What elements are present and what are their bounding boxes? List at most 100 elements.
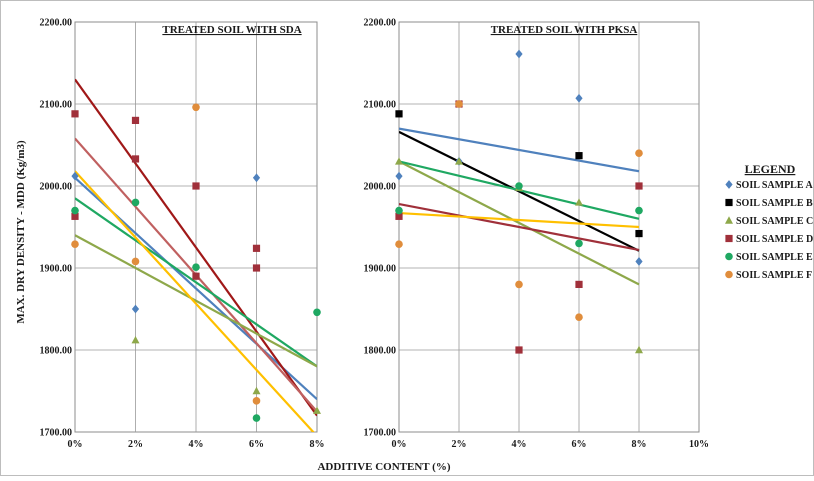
- data-point: [252, 397, 261, 405]
- data-point: [575, 198, 583, 206]
- plot-area: [398, 21, 700, 433]
- trendline: [399, 127, 640, 173]
- trendline-group: [75, 78, 317, 432]
- y-tick-label: 1800.00: [364, 346, 397, 357]
- legend-label: SOIL SAMPLE D: [736, 234, 813, 245]
- legend-label: SOIL SAMPLE E: [736, 252, 813, 263]
- panel-title: TREATED SOIL WITH PKSA: [491, 24, 638, 36]
- y-tick-label: 1800.00: [40, 346, 73, 357]
- legend-title: LEGEND: [745, 162, 796, 176]
- x-tick-label: 0%: [392, 439, 407, 450]
- trendline: [75, 170, 315, 432]
- legend: LEGEND SOIL SAMPLE A SOIL SAMPLE B SOIL SAM…: [725, 162, 813, 281]
- data-point: [192, 263, 200, 271]
- legend-marker: [725, 198, 733, 207]
- trendline: [399, 130, 640, 252]
- legend-marker: [725, 252, 733, 261]
- y-tick-label: 1700.00: [364, 428, 397, 439]
- point-group: [71, 103, 321, 422]
- data-point: [575, 152, 583, 160]
- trendline: [399, 202, 640, 252]
- x-tick-label: 8%: [632, 439, 647, 450]
- x-tick-label: 4%: [189, 439, 204, 450]
- y-tick-label: 2200.00: [364, 18, 397, 29]
- data-point: [635, 229, 643, 238]
- legend-item: SOIL SAMPLE D: [725, 234, 813, 245]
- data-point: [395, 240, 403, 249]
- trendline: [75, 234, 317, 368]
- data-point: [395, 157, 403, 165]
- data-point: [515, 49, 523, 59]
- data-point: [131, 198, 140, 207]
- legend-marker: [725, 270, 733, 279]
- y-axis-label: MAX. DRY DENSITY - MDD (Kg/m3): [15, 140, 27, 324]
- data-point: [131, 335, 140, 344]
- y-tick-label: 1900.00: [364, 264, 397, 275]
- legend-item: SOIL SAMPLE E: [725, 252, 813, 263]
- data-point: [71, 110, 79, 118]
- data-point: [252, 173, 261, 183]
- data-point: [313, 308, 321, 317]
- data-point: [635, 149, 643, 157]
- y-tick-label: 2100.00: [364, 100, 397, 111]
- y-tick-label: 1900.00: [40, 264, 73, 275]
- legend-item: SOIL SAMPLE B: [725, 198, 813, 209]
- data-point: [252, 264, 261, 272]
- legend-label: SOIL SAMPLE A: [736, 180, 813, 191]
- data-point: [395, 212, 403, 220]
- data-point: [252, 244, 261, 252]
- legend-label: SOIL SAMPLE F: [736, 270, 812, 281]
- data-point: [395, 171, 403, 181]
- x-tick-label: 2%: [452, 439, 467, 450]
- data-point: [313, 406, 321, 414]
- y-tick-label: 2000.00: [364, 182, 397, 193]
- data-point: [71, 206, 79, 215]
- panel-title: TREATED SOIL WITH SDA: [162, 24, 301, 36]
- data-point: [192, 272, 200, 280]
- data-point: [131, 304, 140, 314]
- data-point: [252, 414, 261, 422]
- data-point: [635, 257, 643, 266]
- x-tick-label: 2%: [128, 439, 143, 450]
- legend-marker: [725, 234, 733, 243]
- data-point: [635, 345, 643, 354]
- trendline: [75, 78, 317, 417]
- trendline: [75, 197, 317, 368]
- y-tick-label: 2200.00: [40, 18, 73, 29]
- trendline: [399, 211, 640, 229]
- x-tick-label: 6%: [249, 439, 264, 450]
- data-point: [131, 257, 140, 266]
- data-point: [252, 386, 261, 395]
- data-point: [395, 206, 403, 215]
- data-point: [71, 171, 79, 181]
- legend-item: SOIL SAMPLE A: [725, 180, 813, 191]
- data-point: [515, 182, 523, 190]
- data-point: [455, 157, 463, 165]
- panel-2: 1700.00 1800.00 1900.00 2000.00 2100.00 2200.…: [364, 18, 710, 451]
- y-tick-label: 2100.00: [40, 100, 73, 111]
- legend-item: SOIL SAMPLE F: [725, 270, 812, 281]
- legend-label: SOIL SAMPLE B: [736, 198, 813, 209]
- data-point: [575, 280, 583, 288]
- panel-1: 1700.00 1800.00 1900.00 2000.00 2100.00 2200.…: [40, 18, 325, 451]
- legend-label: SOIL SAMPLE C: [736, 216, 813, 227]
- x-axis-label: ADDITIVE CONTENT (%): [317, 461, 450, 473]
- data-point: [635, 182, 643, 190]
- data-point: [71, 212, 79, 220]
- trendline: [399, 160, 640, 286]
- x-tick-label: 10%: [689, 439, 709, 450]
- x-tick-label: 0%: [68, 439, 83, 450]
- data-point: [515, 280, 523, 289]
- legend-marker: [725, 216, 733, 224]
- data-point: [131, 116, 140, 124]
- x-tick-label: 6%: [572, 439, 587, 450]
- data-point: [575, 239, 583, 248]
- data-point: [635, 206, 643, 215]
- data-point: [71, 240, 79, 249]
- x-tick-label: 8%: [310, 439, 325, 450]
- legend-item: SOIL SAMPLE C: [725, 216, 813, 227]
- y-tick-label: 1700.00: [40, 428, 73, 439]
- data-point: [575, 93, 583, 103]
